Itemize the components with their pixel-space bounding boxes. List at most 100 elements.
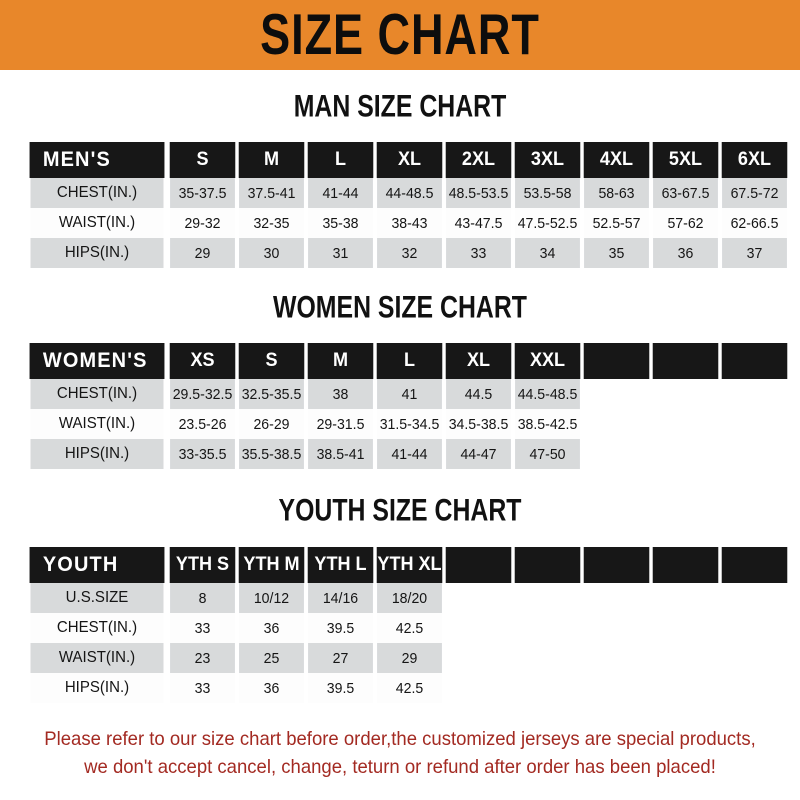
men-size-header-2: M [238, 142, 305, 178]
men-size-table-wrap: MEN'S S M L XL 2XL 3XL 4XL 5XL 6XL CHEST(IN.) 35-37… [26, 142, 788, 268]
women-cell: 34.5-38.5 [446, 409, 511, 439]
women-cell-filler [653, 409, 718, 439]
men-cell: 37.5-41 [239, 178, 304, 208]
women-size-header-5: XL [445, 343, 512, 379]
women-header-filler-2 [652, 343, 719, 379]
youth-table-header-row: YOUTH YTH S YTH M YTH L YTH XL [26, 547, 789, 583]
women-cell: 41-44 [377, 439, 442, 469]
men-cell: 33 [446, 238, 511, 268]
table-row: CHEST(IN.) 33 36 39.5 42.5 [26, 613, 789, 643]
men-cell: 67.5-72 [722, 178, 787, 208]
men-cell: 62-66.5 [722, 208, 787, 238]
men-cell: 48.5-53.5 [446, 178, 511, 208]
women-cell: 29-31.5 [308, 409, 373, 439]
women-table-body: WOMEN'S XS S M L XL XXL CHEST(IN.) 29.5-32.5 32.5… [26, 343, 789, 469]
women-cell: 38.5-41 [308, 439, 373, 469]
men-cell: 37 [722, 238, 787, 268]
women-cell: 32.5-35.5 [239, 379, 304, 409]
table-row: U.S.SIZE 8 10/12 14/16 18/20 [26, 583, 789, 613]
women-header-filler-3 [721, 343, 788, 379]
table-row: CHEST(IN.) 35-37.5 37.5-41 41-44 44-48.5 48.5… [26, 178, 789, 208]
youth-row-label: U.S.SIZE [30, 583, 164, 613]
men-cell: 47.5-52.5 [515, 208, 580, 238]
page-title: SIZE CHART [260, 2, 540, 67]
men-cell: 30 [239, 238, 304, 268]
women-size-table-wrap: WOMEN'S XS S M L XL XXL CHEST(IN.) 29.5-32.5 32.5… [26, 343, 788, 469]
men-row-label: WAIST(IN.) [30, 208, 164, 238]
section-title-women: WOMEN SIZE CHART [273, 289, 527, 325]
women-size-table: WOMEN'S XS S M L XL XXL CHEST(IN.) 29.5-32.5 32.5… [26, 343, 789, 469]
men-cell: 29-32 [170, 208, 235, 238]
youth-cell: 29 [377, 643, 442, 673]
women-cell: 38.5-42.5 [515, 409, 580, 439]
youth-cell-filler [722, 613, 787, 643]
youth-cell-filler [722, 583, 787, 613]
men-cell: 43-47.5 [446, 208, 511, 238]
men-size-header-5: 2XL [445, 142, 512, 178]
youth-header-label: YOUTH [29, 547, 165, 583]
men-size-header-8: 5XL [652, 142, 719, 178]
men-size-header-9: 6XL [721, 142, 788, 178]
women-cell-filler [584, 409, 649, 439]
women-table-header-row: WOMEN'S XS S M L XL XXL [26, 343, 789, 379]
women-cell: 26-29 [239, 409, 304, 439]
youth-size-table-wrap: YOUTH YTH S YTH M YTH L YTH XL U.S.SIZE 8 10/12… [26, 547, 788, 703]
youth-size-header-4: YTH XL [376, 547, 443, 583]
youth-cell: 36 [239, 613, 304, 643]
youth-cell-filler [653, 673, 718, 703]
women-cell: 35.5-38.5 [239, 439, 304, 469]
youth-cell-filler [515, 613, 580, 643]
women-cell: 41 [377, 379, 442, 409]
women-cell: 38 [308, 379, 373, 409]
women-cell-filler [722, 439, 787, 469]
men-table-header-row: MEN'S S M L XL 2XL 3XL 4XL 5XL 6XL [26, 142, 789, 178]
women-row-label: CHEST(IN.) [30, 379, 164, 409]
youth-header-filler-2 [514, 547, 581, 583]
men-size-header-1: S [169, 142, 236, 178]
women-size-header-2: S [238, 343, 305, 379]
disclaimer-line-2: we don't accept cancel, change, teturn o… [84, 756, 716, 779]
men-cell: 31 [308, 238, 373, 268]
men-cell: 38-43 [377, 208, 442, 238]
youth-cell-filler [515, 583, 580, 613]
section-title-youth: YOUTH SIZE CHART [278, 492, 522, 528]
women-row-label: WAIST(IN.) [30, 409, 164, 439]
men-size-header-6: 3XL [514, 142, 581, 178]
youth-cell-filler [515, 673, 580, 703]
youth-header-filler-3 [583, 547, 650, 583]
men-cell: 32 [377, 238, 442, 268]
table-row: WAIST(IN.) 23 25 27 29 [26, 643, 789, 673]
men-cell: 35 [584, 238, 649, 268]
youth-cell: 18/20 [377, 583, 442, 613]
men-size-header-3: L [307, 142, 374, 178]
women-cell-filler [722, 409, 787, 439]
page-banner: SIZE CHART [0, 0, 800, 70]
youth-cell-filler [584, 613, 649, 643]
youth-cell-filler [584, 673, 649, 703]
youth-cell: 10/12 [239, 583, 304, 613]
women-cell: 23.5-26 [170, 409, 235, 439]
men-cell: 35-37.5 [170, 178, 235, 208]
youth-table-body: YOUTH YTH S YTH M YTH L YTH XL U.S.SIZE 8 10/12… [26, 547, 789, 703]
youth-size-table: YOUTH YTH S YTH M YTH L YTH XL U.S.SIZE 8 10/12… [26, 547, 789, 703]
men-size-header-4: XL [376, 142, 443, 178]
women-cell: 33-35.5 [170, 439, 235, 469]
youth-cell: 33 [170, 673, 235, 703]
youth-cell: 23 [170, 643, 235, 673]
youth-cell-filler [446, 643, 511, 673]
women-cell: 44.5 [446, 379, 511, 409]
youth-cell-filler [653, 643, 718, 673]
youth-row-label: WAIST(IN.) [30, 643, 164, 673]
men-size-header-7: 4XL [583, 142, 650, 178]
section-title-man: MAN SIZE CHART [293, 88, 507, 124]
youth-cell: 14/16 [308, 583, 373, 613]
youth-cell: 39.5 [308, 613, 373, 643]
women-cell: 44-47 [446, 439, 511, 469]
men-cell: 57-62 [653, 208, 718, 238]
women-cell: 31.5-34.5 [377, 409, 442, 439]
table-row: HIPS(IN.) 29 30 31 32 33 34 35 36 37 [26, 238, 789, 268]
women-cell: 29.5-32.5 [170, 379, 235, 409]
table-row: WAIST(IN.) 23.5-26 26-29 29-31.5 31.5-34.5 34… [26, 409, 789, 439]
women-cell: 44.5-48.5 [515, 379, 580, 409]
men-table-body: MEN'S S M L XL 2XL 3XL 4XL 5XL 6XL CHEST(IN.) 35-37… [26, 142, 789, 268]
